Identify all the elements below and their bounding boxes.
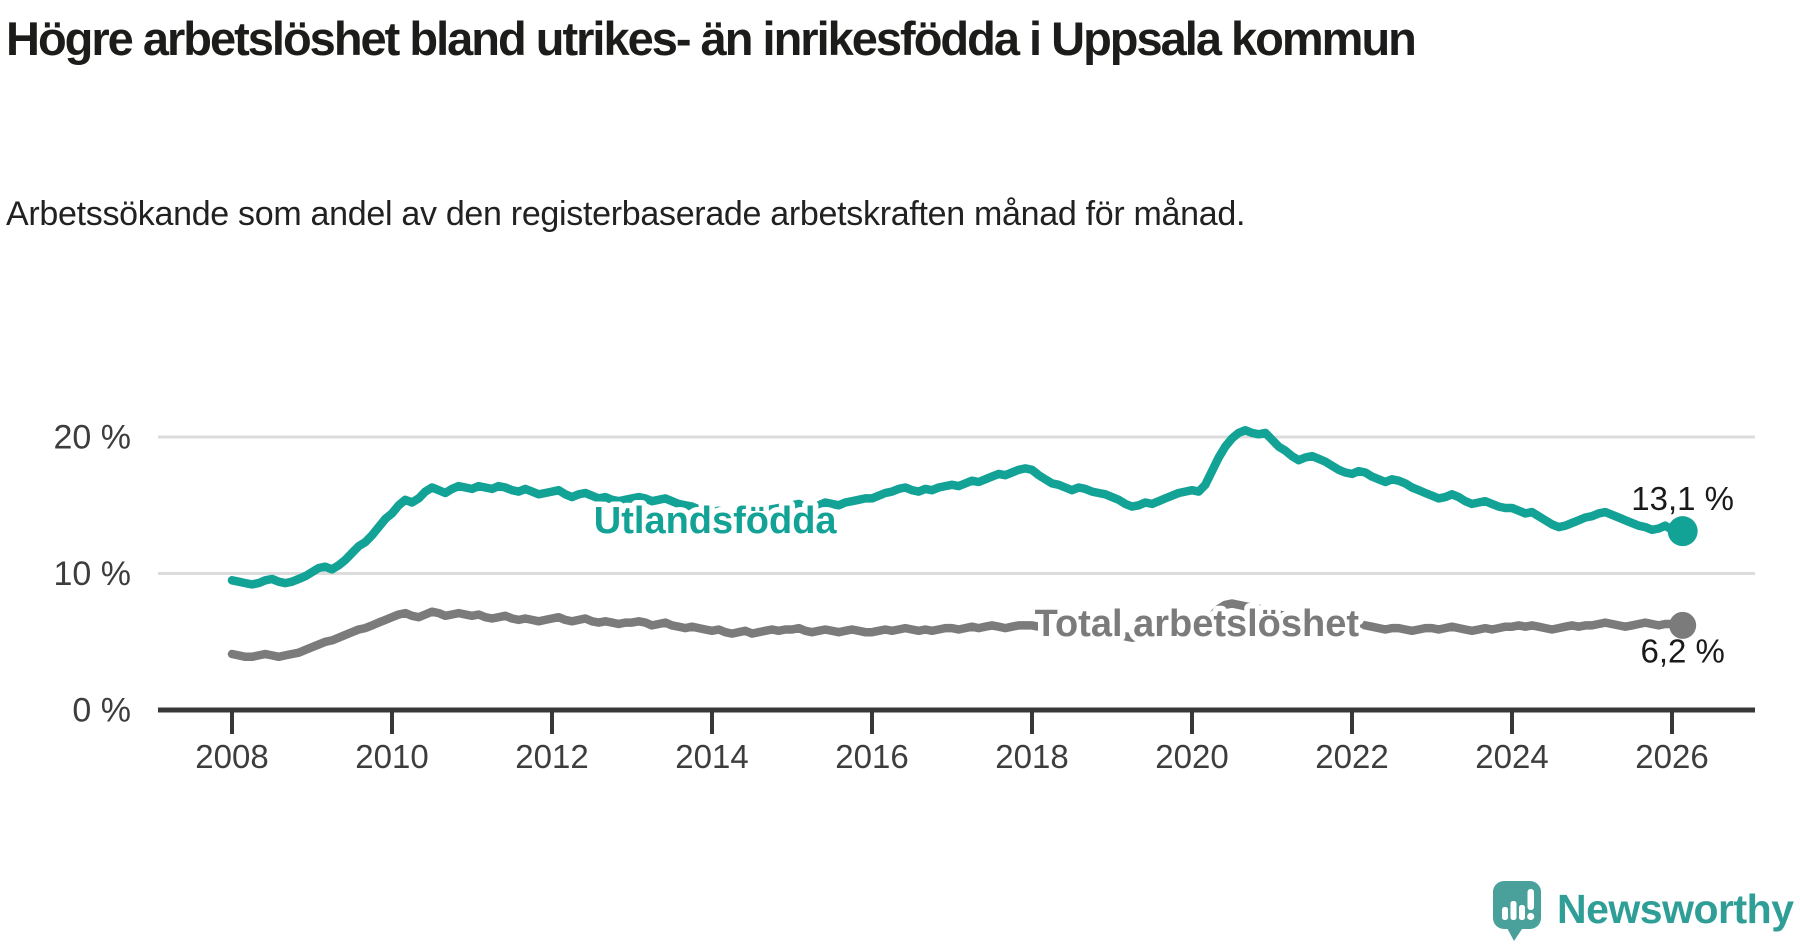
- newsworthy-branding: Newsworthy: [1492, 880, 1794, 942]
- series-end-dot-total: [1669, 611, 1697, 639]
- x-tick-label: 2012: [515, 738, 588, 775]
- x-tick-label: 2008: [195, 738, 268, 775]
- series-line-utlandsfodda: [227, 425, 1683, 589]
- y-tick-label: 20 %: [54, 419, 132, 457]
- x-tick-label: 2020: [1155, 738, 1228, 775]
- newsworthy-logo-icon: [1493, 881, 1541, 941]
- y-tick-label: 0 %: [72, 692, 131, 730]
- x-tick-label: 2014: [675, 738, 748, 775]
- series-end-value-total: 6,2 %: [1640, 632, 1724, 669]
- x-tick-label: 2010: [355, 738, 428, 775]
- x-tick-label: 2026: [1635, 738, 1708, 775]
- x-tick-label: 2022: [1315, 738, 1388, 775]
- series-label-utlandsfodda: Utlandsfödda: [594, 500, 838, 542]
- x-tick-label: 2024: [1475, 738, 1548, 775]
- chart-subtitle: Arbetssökande som andel av den registerb…: [6, 195, 1246, 233]
- series-line-total: [227, 599, 1683, 662]
- page-title: Högre arbetslöshet bland utrikes- än inr…: [6, 12, 1417, 65]
- series-end-dot-utlandsfodda: [1667, 516, 1698, 547]
- x-tick-label: 2018: [995, 738, 1068, 775]
- x-tick-label: 2016: [835, 738, 908, 775]
- newsworthy-logo-text: Newsworthy: [1557, 886, 1794, 932]
- series-end-value-utlandsfodda: 13,1 %: [1631, 480, 1734, 517]
- y-tick-label: 10 %: [54, 555, 132, 593]
- series-label-total: Total arbetslöshet: [1035, 603, 1360, 645]
